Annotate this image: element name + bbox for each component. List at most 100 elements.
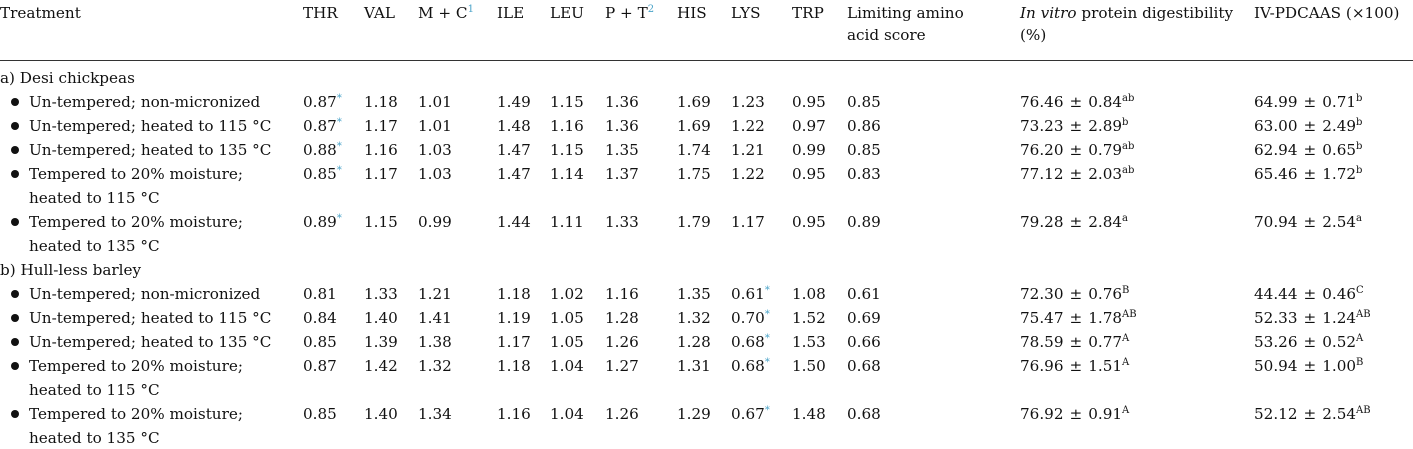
cell-val: 1.18 xyxy=(364,93,398,111)
cell-ivpd: 76.20 ±0.79ab xyxy=(1020,140,1134,160)
cell-trp: 1.52 xyxy=(792,309,826,327)
plus-minus: ± xyxy=(1069,333,1083,351)
mean: 64.99 xyxy=(1254,93,1298,111)
cell-pd: 52.33 ±1.24AB xyxy=(1254,308,1371,328)
bullet-icon xyxy=(11,98,19,106)
cell-las: 0.66 xyxy=(847,333,881,351)
cell-trp: 1.50 xyxy=(792,357,826,375)
cell-thr: 0.85 xyxy=(303,332,337,352)
treatment-line-1: Un-tempered; heated to 115 °C xyxy=(29,309,272,327)
cell-his: 1.69 xyxy=(677,93,711,111)
value: 0.67 xyxy=(731,405,765,423)
plus-minus: ± xyxy=(1069,357,1083,375)
cell-ivpd: 79.28 ±2.84a xyxy=(1020,212,1128,232)
mean: 76.20 xyxy=(1020,141,1064,159)
value: 1.23 xyxy=(731,93,765,111)
significance-letter: C xyxy=(1356,284,1364,296)
value: 0.84 xyxy=(303,309,337,327)
cell-his: 1.31 xyxy=(677,357,711,375)
significance-letter: A xyxy=(1122,332,1130,344)
mean: 76.46 xyxy=(1020,93,1064,111)
cell-pd: 65.46 ±1.72b xyxy=(1254,164,1362,184)
plus-minus: ± xyxy=(1069,405,1083,423)
std-dev: 2.89 xyxy=(1088,117,1123,135)
cell-thr: 0.87* xyxy=(303,116,342,136)
mean: 79.28 xyxy=(1020,213,1064,231)
value: 0.85 xyxy=(303,165,337,183)
header-m-plus-c: M + C1 xyxy=(418,3,474,22)
significance-letter: B xyxy=(1356,356,1364,368)
significance-letter: b xyxy=(1356,140,1363,152)
cell-his: 1.29 xyxy=(677,405,711,423)
plus-minus: ± xyxy=(1303,405,1317,423)
significance-letter: b xyxy=(1356,164,1363,176)
limiting-asterisk: * xyxy=(764,356,770,368)
header-limiting-amino-acid-score: Limiting amino acid score xyxy=(847,4,964,44)
bullet-icon xyxy=(11,170,19,178)
plus-minus: ± xyxy=(1303,141,1317,159)
significance-letter: A xyxy=(1122,404,1130,416)
cell-lys: 0.68* xyxy=(731,332,770,352)
cell-mc: 1.38 xyxy=(418,333,452,351)
plus-minus: ± xyxy=(1069,165,1083,183)
cell-trp: 0.95 xyxy=(792,93,826,111)
std-dev: 1.51 xyxy=(1088,357,1123,375)
treatment-line-1: Tempered to 20% moisture; xyxy=(29,213,243,231)
bullet-icon xyxy=(11,338,19,346)
treatment-line-1: Un-tempered; heated to 135 °C xyxy=(29,333,272,351)
cell-mc: 1.01 xyxy=(418,117,452,135)
treatment-line-1: Un-tempered; non-micronized xyxy=(29,285,261,303)
std-dev: 0.65 xyxy=(1322,141,1357,159)
cell-mc: 1.34 xyxy=(418,405,452,423)
bullet-icon xyxy=(11,146,19,154)
std-dev: 0.77 xyxy=(1088,333,1123,351)
cell-mc: 1.32 xyxy=(418,357,452,375)
mean: 70.94 xyxy=(1254,213,1298,231)
mean: 76.96 xyxy=(1020,357,1064,375)
cell-ile: 1.49 xyxy=(497,93,531,111)
value: 1.21 xyxy=(731,141,765,159)
cell-mc: 1.21 xyxy=(418,285,452,303)
cell-his: 1.69 xyxy=(677,117,711,135)
cell-leu: 1.15 xyxy=(550,141,584,159)
treatment-line-1: Un-tempered; non-micronized xyxy=(29,93,261,111)
header-thr: THR xyxy=(303,4,338,22)
cell-leu: 1.04 xyxy=(550,357,584,375)
cell-trp: 0.95 xyxy=(792,213,826,231)
mean: 76.92 xyxy=(1020,405,1064,423)
value: 1.22 xyxy=(731,117,765,135)
cell-pt: 1.35 xyxy=(605,141,639,159)
bullet-icon xyxy=(11,290,19,298)
treatment-line-1: Un-tempered; heated to 135 °C xyxy=(29,141,272,159)
cell-lys: 0.70* xyxy=(731,308,770,328)
cell-ivpd: 72.30 ±0.76B xyxy=(1020,284,1129,304)
cell-ivpd: 76.96 ±1.51A xyxy=(1020,356,1129,376)
bullet-icon xyxy=(11,410,19,418)
header-p-plus-t: P + T2 xyxy=(605,3,655,22)
plus-minus: ± xyxy=(1303,357,1317,375)
plus-minus: ± xyxy=(1303,333,1317,351)
footnote-marker: 1 xyxy=(467,3,474,15)
value: 0.87 xyxy=(303,117,337,135)
value: 0.68 xyxy=(731,357,765,375)
cell-lys: 1.21 xyxy=(731,140,765,160)
cell-his: 1.75 xyxy=(677,165,711,183)
mean: 78.59 xyxy=(1020,333,1064,351)
cell-las: 0.83 xyxy=(847,165,881,183)
cell-val: 1.17 xyxy=(364,117,398,135)
mean: 52.33 xyxy=(1254,309,1298,327)
cell-thr: 0.88* xyxy=(303,140,342,160)
cell-val: 1.40 xyxy=(364,405,398,423)
header-ile: ILE xyxy=(497,4,525,22)
treatment-line-2: heated to 115 °C xyxy=(29,381,160,399)
header-trp: TRP xyxy=(792,4,824,22)
cell-val: 1.16 xyxy=(364,141,398,159)
cell-ivpd: 73.23 ±2.89b xyxy=(1020,116,1128,136)
limiting-asterisk: * xyxy=(336,92,342,104)
section-label: a) Desi chickpeas xyxy=(0,69,135,87)
plus-minus: ± xyxy=(1303,309,1317,327)
cell-thr: 0.85* xyxy=(303,164,342,184)
treatment-line-1: Tempered to 20% moisture; xyxy=(29,405,243,423)
header-iv-pdcaas: IV-PDCAAS (×100) xyxy=(1254,4,1400,22)
limiting-asterisk: * xyxy=(336,164,342,176)
